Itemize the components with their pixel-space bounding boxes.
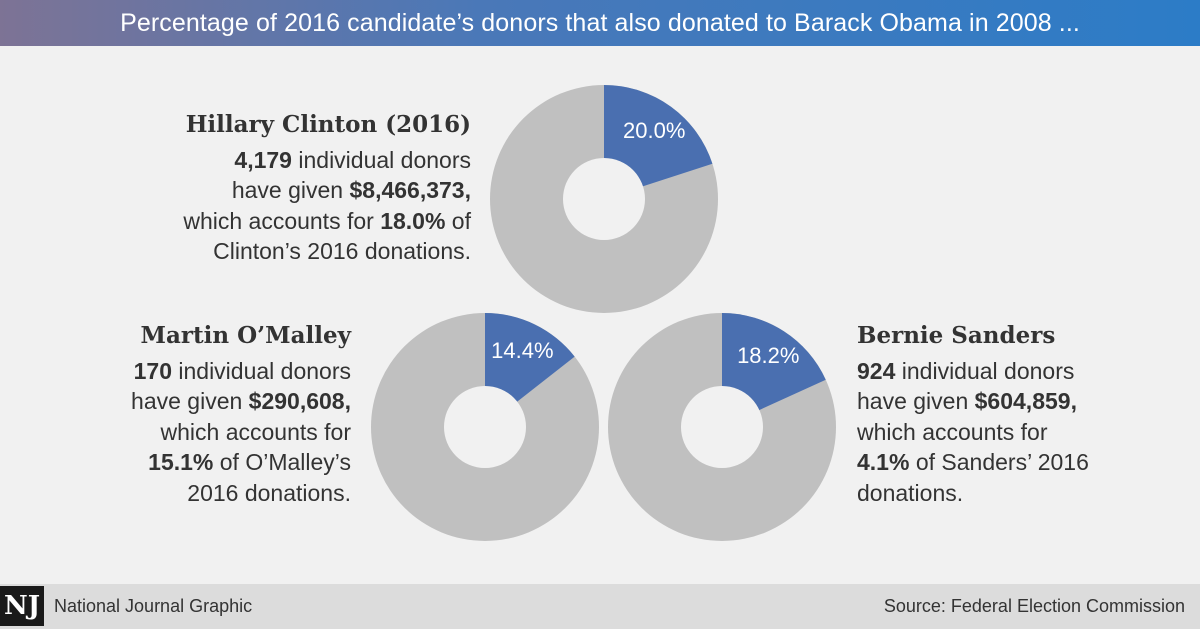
clinton-text: have given	[231, 177, 350, 203]
omalley-text: individual donors	[171, 357, 351, 384]
donut-charts: 20.0% 14.4% 18.2%	[371, 85, 836, 541]
slice-label-clinton: 20.0%	[623, 118, 685, 143]
omalley-name: Martin O’Malley	[140, 322, 351, 349]
footer-source: Source: Federal Election Commission	[883, 596, 1185, 616]
clinton-line-2: have given $8,466,373,	[183, 175, 471, 206]
omalley-text: of O’Malley’s	[213, 449, 351, 475]
omalley-line-4: 15.1% of O’Malley’s	[131, 447, 351, 478]
footer-bar: NJ National Journal Graphic Source: Fede…	[0, 584, 1200, 629]
omalley-line-3: which accounts for	[160, 418, 351, 445]
omalley-text: have given	[131, 388, 249, 414]
sanders-amount: $604,859,	[974, 388, 1077, 414]
omalley-line-5: 2016 donations.	[187, 479, 351, 506]
slice-label-omalley: 14.4%	[491, 338, 553, 363]
clinton-line-1: 4,179 individual donors	[183, 145, 471, 176]
donut-omalley: 14.4%	[371, 313, 599, 541]
sanders-line-4: 4.1% of Sanders’ 2016	[857, 447, 1089, 478]
clinton-text: of	[445, 207, 471, 234]
clinton-line-3: which accounts for 18.0% of	[183, 206, 471, 237]
clinton-text: which accounts for	[183, 207, 381, 234]
chart-title: Percentage of 2016 candidate’s donors th…	[120, 9, 1080, 37]
omalley-text-block: Martin O’Malley 170 individual donors ha…	[131, 321, 351, 508]
omalley-donors: 170	[133, 357, 172, 384]
clinton-text: individual donors	[291, 146, 471, 173]
clinton-donors: 4,179	[234, 146, 292, 173]
clinton-name: Hillary Clinton (2016)	[185, 111, 471, 138]
sanders-text: of Sanders’ 2016	[909, 449, 1089, 475]
sanders-line-5: donations.	[857, 479, 964, 506]
sanders-line-2: have given $604,859,	[857, 386, 1089, 417]
donut-hole-clinton	[563, 158, 645, 240]
donut-hole-omalley	[444, 386, 526, 468]
sanders-text-block: Bernie Sanders 924 individual donors hav…	[857, 321, 1089, 508]
omalley-line-2: have given $290,608,	[131, 386, 351, 417]
sanders-line-1: 924 individual donors	[857, 356, 1089, 387]
footer-credit: National Journal Graphic	[54, 596, 253, 616]
clinton-amount: $8,466,373,	[349, 177, 471, 203]
omalley-share: 15.1%	[148, 449, 214, 475]
sanders-share: 4.1%	[857, 449, 910, 475]
omalley-amount: $290,608,	[248, 388, 351, 414]
donut-clinton: 20.0%	[490, 85, 718, 313]
donut-sanders: 18.2%	[608, 313, 836, 541]
chart-area: 20.0% 14.4% 18.2% Hillary Clinton (2016) 4…	[0, 46, 1200, 584]
header-bar: Percentage of 2016 candidate’s donors th…	[0, 0, 1200, 46]
clinton-share: 18.0%	[380, 207, 446, 234]
slice-label-sanders: 18.2%	[737, 343, 799, 368]
nj-logo: NJ	[0, 586, 44, 626]
sanders-donors: 924	[857, 357, 896, 384]
sanders-name: Bernie Sanders	[857, 322, 1056, 349]
donut-hole-sanders	[681, 386, 763, 468]
sanders-text: have given	[857, 388, 975, 414]
clinton-text-block: Hillary Clinton (2016) 4,179 individual …	[183, 110, 471, 267]
clinton-line-4: Clinton’s 2016 donations.	[213, 238, 471, 264]
sanders-text: individual donors	[895, 357, 1075, 384]
omalley-line-1: 170 individual donors	[131, 356, 351, 387]
sanders-line-3: which accounts for	[857, 418, 1048, 445]
